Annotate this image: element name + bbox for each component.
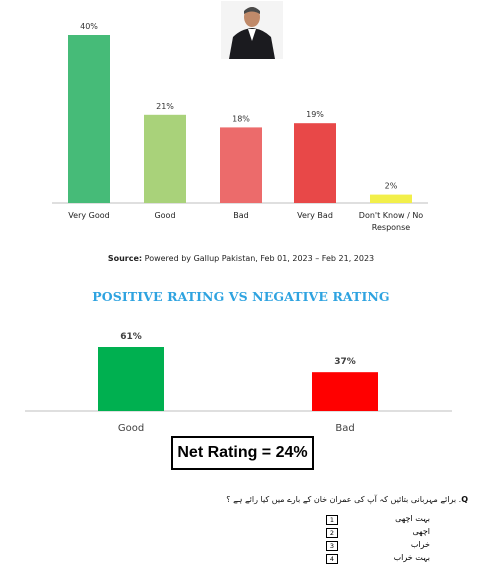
x-tick-label: Very Bad	[297, 211, 333, 220]
option-label: اچھی	[412, 527, 430, 536]
data-label: 37%	[334, 357, 356, 367]
option-label: بہت خراب	[393, 553, 430, 562]
bar	[370, 194, 412, 203]
option-label: خراب	[410, 540, 430, 549]
source-note: Source: Powered by Gallup Pakistan, Feb …	[0, 254, 482, 263]
x-tick-label: Good	[154, 211, 175, 220]
bar	[98, 347, 164, 411]
data-label: 2%	[385, 182, 398, 191]
bar	[294, 123, 336, 203]
survey-question: Q. برائے مہربانی بتائیں کہ آپ کی عمران خ…	[226, 495, 468, 504]
x-tick-label: Very Good	[68, 211, 109, 220]
x-tick-label: Bad	[233, 211, 248, 220]
option-number-box: 4	[326, 554, 338, 564]
option-number-box: 2	[326, 528, 338, 538]
positive-negative-bar-chart: 61% Good 37% Bad	[25, 332, 452, 434]
bar	[312, 372, 378, 411]
net-rating-text: Net Rating = 24%	[177, 444, 308, 461]
x-tick-label: Good	[118, 423, 144, 434]
x-tick-label: Bad	[335, 423, 354, 434]
data-label: 40%	[80, 22, 98, 31]
source-label: Source:	[107, 254, 143, 263]
chart-title: POSITIVE RATING VS NEGATIVE RATING	[92, 289, 390, 304]
bar	[68, 35, 110, 203]
data-label: 18%	[232, 114, 250, 123]
bar	[144, 114, 186, 203]
rating-bar-chart: 40% Very Good 21% Good 18% Bad 19% Very Bad 2% Do…	[52, 22, 428, 232]
bar	[220, 127, 262, 203]
person-portrait-icon	[221, 1, 283, 59]
data-label: 19%	[306, 110, 324, 119]
option-number-box: 3	[326, 541, 338, 551]
question-prefix: Q	[461, 495, 468, 504]
source-text: Powered by Gallup Pakistan, Feb 01, 2023…	[144, 254, 375, 263]
data-label: 61%	[120, 332, 142, 342]
option-label: بہت اچھی	[395, 514, 430, 523]
x-tick-label: Response	[372, 223, 411, 232]
x-tick-label: Don't Know / No	[359, 211, 424, 220]
data-label: 21%	[156, 102, 174, 111]
question-text: برائے مہربانی بتائیں کہ آپ کی عمران خان …	[226, 495, 457, 504]
net-rating-box: Net Rating = 24%	[171, 436, 314, 470]
option-number-box: 1	[326, 515, 338, 525]
